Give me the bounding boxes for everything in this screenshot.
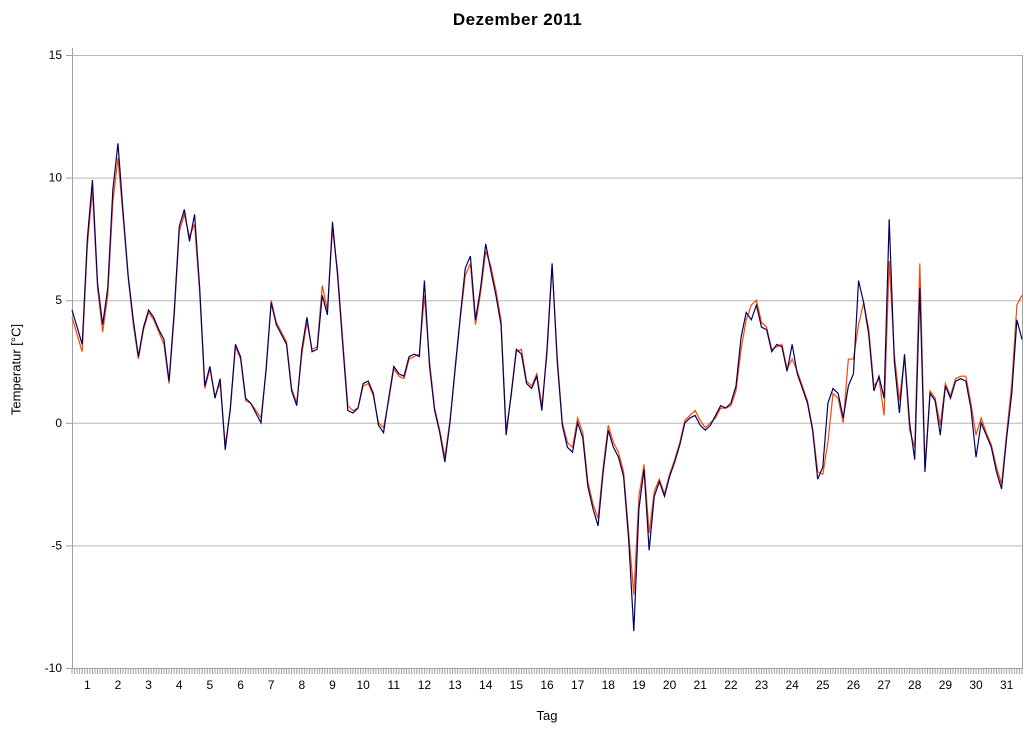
x-tick-label: 20 <box>663 678 677 692</box>
x-tick-label: 16 <box>540 678 554 692</box>
x-tick-label: 12 <box>418 678 432 692</box>
data-series <box>71 143 1023 632</box>
x-tick-label: 18 <box>602 678 616 692</box>
x-tick-label: 27 <box>877 678 891 692</box>
x-tick-label: 10 <box>356 678 370 692</box>
x-tick-label: 4 <box>176 678 183 692</box>
gridlines <box>72 55 1022 547</box>
x-tick-label: 25 <box>816 678 830 692</box>
x-tick-label: 3 <box>145 678 152 692</box>
x-tick-label: 17 <box>571 678 585 692</box>
x-tick-label: 29 <box>939 678 953 692</box>
x-axis-title: Tag <box>536 708 558 723</box>
x-tick-label: 6 <box>237 678 244 692</box>
x-tick-label: 1 <box>84 678 91 692</box>
x-tick-label: 31 <box>1000 678 1014 692</box>
line-series1-dark-blue <box>71 143 1023 632</box>
x-tick-label: 26 <box>847 678 861 692</box>
x-tick-label: 19 <box>632 678 646 692</box>
x-tick-label: 5 <box>207 678 214 692</box>
y-tick-label: -10 <box>45 661 63 675</box>
x-tick-label: 11 <box>388 678 401 692</box>
y-tick-label: 10 <box>49 171 63 185</box>
x-tick-label: 23 <box>755 678 769 692</box>
x-tick-label: 21 <box>694 678 708 692</box>
x-tick-label: 7 <box>268 678 275 692</box>
x-tick-label: 14 <box>479 678 493 692</box>
axes <box>72 48 1023 669</box>
y-tick-label: 0 <box>55 416 62 430</box>
chart-title: Dezember 2011 <box>452 10 583 29</box>
x-tick-label: 8 <box>298 678 305 692</box>
x-tick-label: 13 <box>448 678 462 692</box>
x-tick-label: 15 <box>510 678 524 692</box>
y-tick-label: -5 <box>51 538 62 552</box>
y-tick-label: 5 <box>55 293 62 307</box>
x-tick-label: 30 <box>969 678 983 692</box>
x-tick-label: 2 <box>115 678 122 692</box>
x-tick-label: 28 <box>908 678 922 692</box>
axis-ticks <box>66 55 1023 674</box>
x-tick-label: 24 <box>785 678 799 692</box>
x-tick-label: 9 <box>329 678 336 692</box>
x-tick-label: 22 <box>724 678 738 692</box>
y-tick-label: 15 <box>49 48 63 62</box>
